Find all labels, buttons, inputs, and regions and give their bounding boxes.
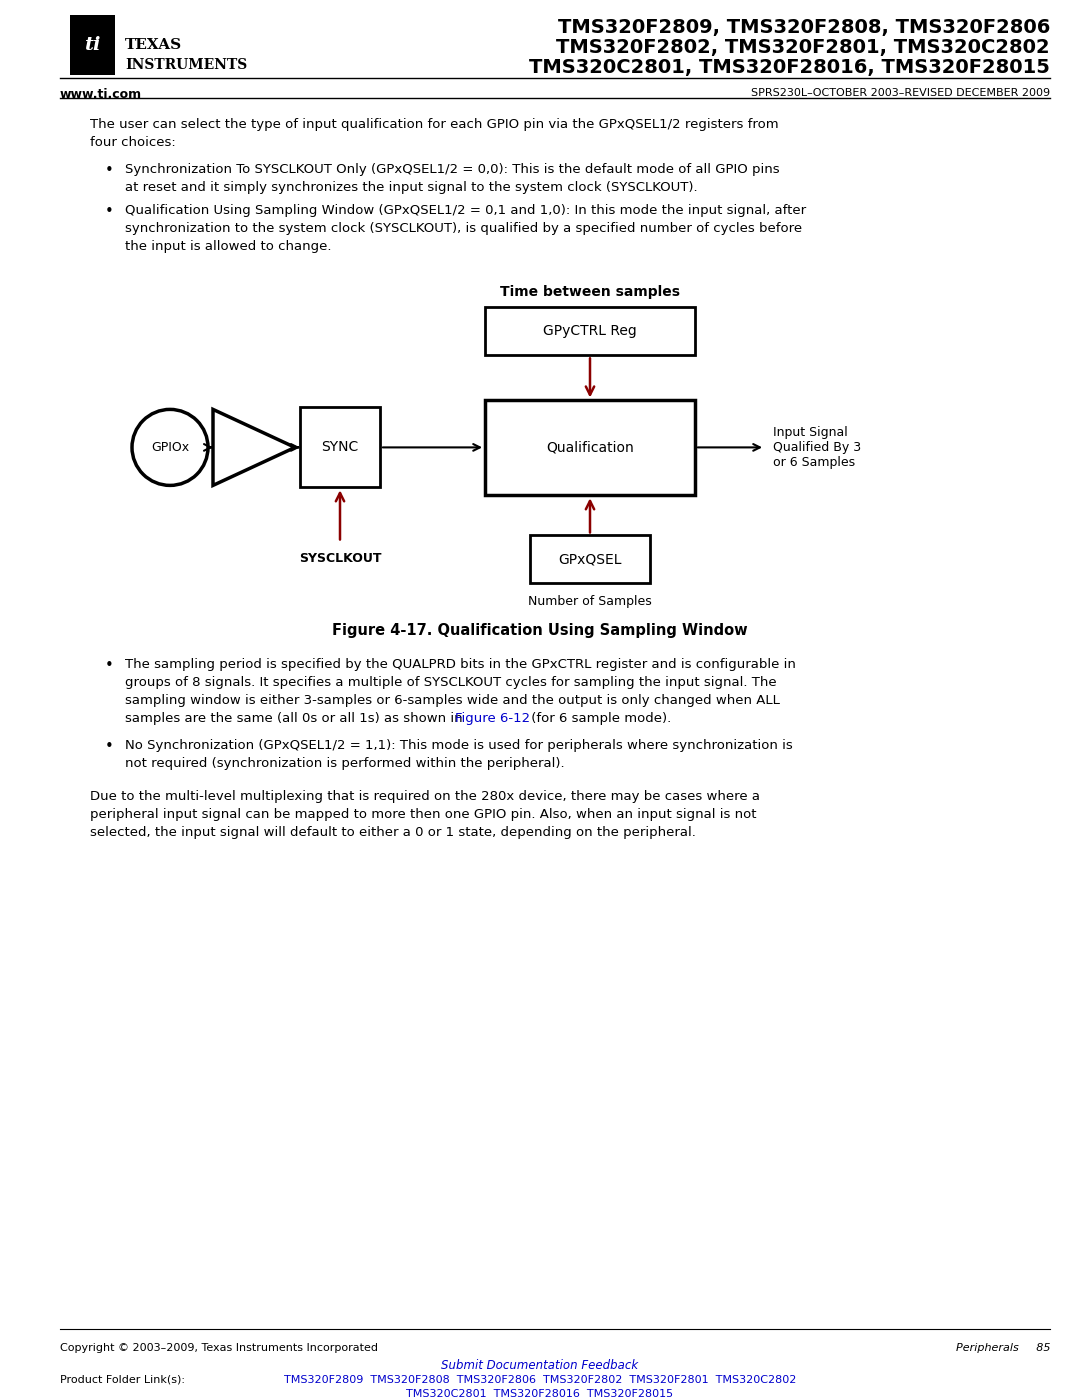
Text: •: • [105,658,113,673]
Text: samples are the same (all 0s or all 1s) as shown in: samples are the same (all 0s or all 1s) … [125,712,467,725]
Text: GPyCTRL Reg: GPyCTRL Reg [543,324,637,338]
Text: TMS320F2809  TMS320F2808  TMS320F2806  TMS320F2802  TMS320F2801  TMS320C2802: TMS320F2809 TMS320F2808 TMS320F2806 TMS3… [284,1375,796,1384]
Bar [485,307,696,355]
Text: Figure 6-12: Figure 6-12 [455,712,530,725]
FancyBboxPatch shape [70,15,114,75]
Text: TMS320F2802, TMS320F2801, TMS320C2802: TMS320F2802, TMS320F2801, TMS320C2802 [556,38,1050,57]
Text: Qualification: Qualification [546,440,634,454]
Text: GPIOx: GPIOx [151,441,189,454]
Text: •: • [105,163,113,177]
Text: INSTRUMENTS: INSTRUMENTS [125,59,247,73]
Circle shape [132,409,208,485]
Text: TMS320F2809, TMS320F2808, TMS320F2806: TMS320F2809, TMS320F2808, TMS320F2806 [557,18,1050,36]
Text: SYSCLKOUT: SYSCLKOUT [299,552,381,566]
Text: •: • [105,204,113,219]
Text: The sampling period is specified by the QUALPRD bits in the GPxCTRL register and: The sampling period is specified by the … [125,658,796,672]
Text: Peripherals     85: Peripherals 85 [956,1343,1050,1354]
Text: peripheral input signal can be mapped to more then one GPIO pin. Also, when an i: peripheral input signal can be mapped to… [90,807,756,821]
Text: Product Folder Link(s):: Product Folder Link(s): [60,1375,185,1384]
Text: Submit Documentation Feedback: Submit Documentation Feedback [442,1359,638,1372]
Text: SYNC: SYNC [322,440,359,454]
Text: Figure 4-17. Qualification Using Sampling Window: Figure 4-17. Qualification Using Samplin… [333,623,747,638]
Text: Synchronization To SYSCLKOUT Only (GPxQSEL1/2 = 0,0): This is the default mode o: Synchronization To SYSCLKOUT Only (GPxQS… [125,163,780,176]
Text: TMS320C2801  TMS320F28016  TMS320F28015: TMS320C2801 TMS320F28016 TMS320F28015 [406,1389,674,1397]
Text: sampling window is either 3-samples or 6-samples wide and the output is only cha: sampling window is either 3-samples or 6… [125,694,780,707]
Text: Copyright © 2003–2009, Texas Instruments Incorporated: Copyright © 2003–2009, Texas Instruments… [60,1343,378,1354]
Text: No Synchronization (GPxQSEL1/2 = 1,1): This mode is used for peripherals where s: No Synchronization (GPxQSEL1/2 = 1,1): T… [125,739,793,753]
Text: www.ti.com: www.ti.com [60,88,143,101]
Text: •: • [105,739,113,754]
Text: not required (synchronization is performed within the peripheral).: not required (synchronization is perform… [125,757,565,770]
Text: groups of 8 signals. It specifies a multiple of SYSCLKOUT cycles for sampling th: groups of 8 signals. It specifies a mult… [125,676,777,689]
Text: SPRS230L–OCTOBER 2003–REVISED DECEMBER 2009: SPRS230L–OCTOBER 2003–REVISED DECEMBER 2… [751,88,1050,98]
Text: the input is allowed to change.: the input is allowed to change. [125,240,332,253]
Text: (for 6 sample mode).: (for 6 sample mode). [527,712,672,725]
Bar [530,535,650,584]
Text: Input Signal
Qualified By 3
or 6 Samples: Input Signal Qualified By 3 or 6 Samples [773,426,861,469]
Text: at reset and it simply synchronizes the input signal to the system clock (SYSCLK: at reset and it simply synchronizes the … [125,182,698,194]
Text: synchronization to the system clock (SYSCLKOUT), is qualified by a specified num: synchronization to the system clock (SYS… [125,222,802,236]
Bar [485,401,696,496]
Bar [300,408,380,488]
Text: selected, the input signal will default to either a 0 or 1 state, depending on t: selected, the input signal will default … [90,826,696,838]
Text: TMS320C2801, TMS320F28016, TMS320F28015: TMS320C2801, TMS320F28016, TMS320F28015 [529,59,1050,77]
Text: Number of Samples: Number of Samples [528,595,652,609]
Text: The user can select the type of input qualification for each GPIO pin via the GP: The user can select the type of input qu… [90,117,779,131]
Text: Time between samples: Time between samples [500,285,680,299]
Text: TEXAS: TEXAS [125,38,183,52]
Text: ti: ti [84,36,100,54]
Polygon shape [213,409,295,485]
Text: Qualification Using Sampling Window (GPxQSEL1/2 = 0,1 and 1,0): In this mode the: Qualification Using Sampling Window (GPx… [125,204,806,218]
Text: Due to the multi-level multiplexing that is required on the 280x device, there m: Due to the multi-level multiplexing that… [90,789,760,803]
Text: four choices:: four choices: [90,136,176,149]
Text: GPxQSEL: GPxQSEL [558,552,622,566]
